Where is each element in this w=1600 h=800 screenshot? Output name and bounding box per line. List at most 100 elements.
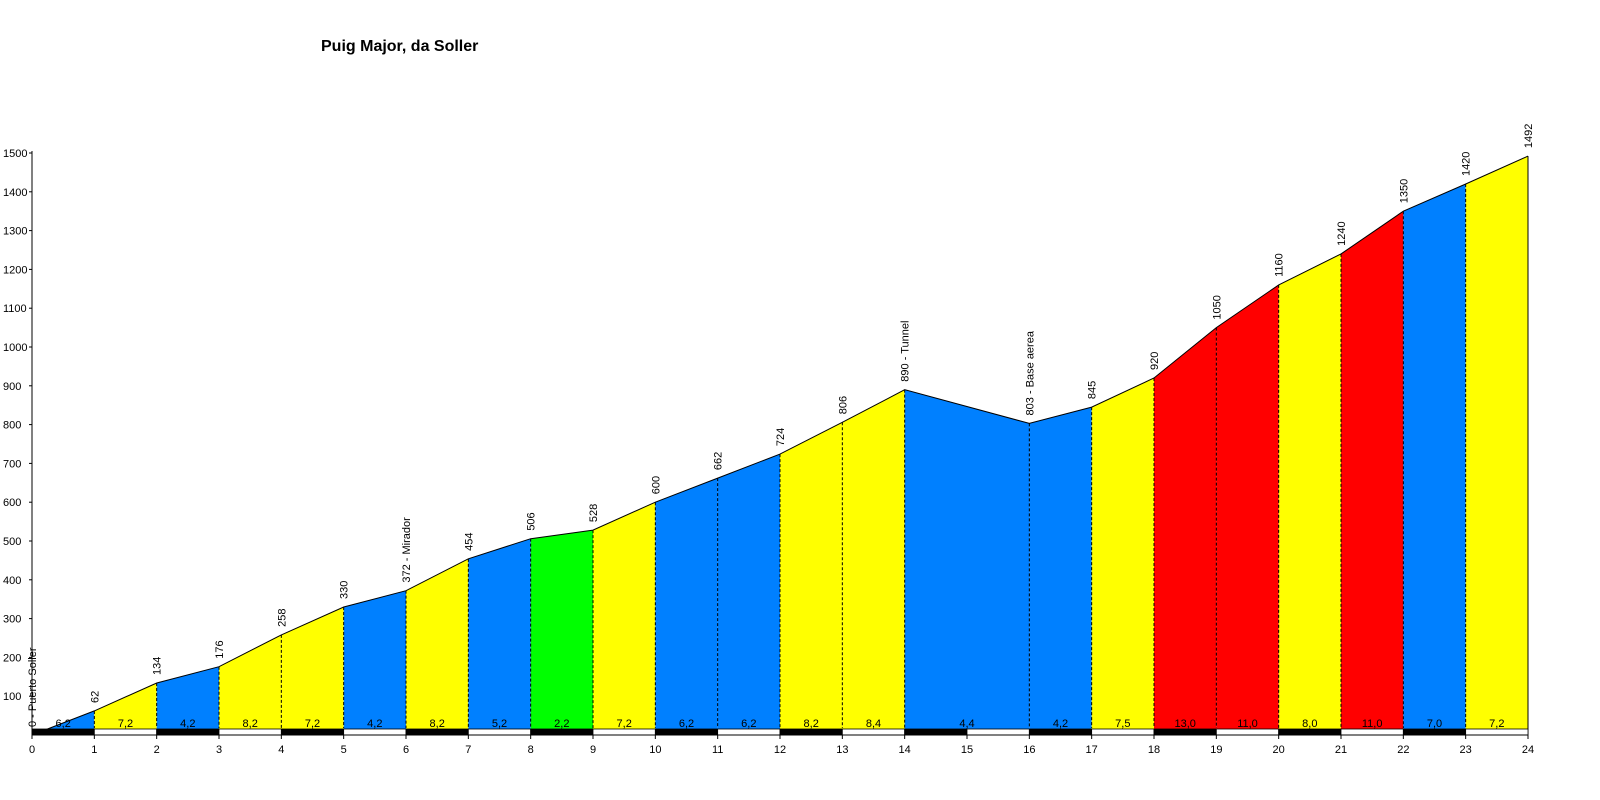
segment-fill-17 [1154,327,1217,735]
gradient-label-19: 8,0 [1302,718,1317,730]
x-tick-label-14: 14 [899,744,911,756]
segment-fill-9 [593,502,656,735]
point-label-4: 258 [276,609,288,627]
y-tick-label-8: 900 [3,381,21,393]
elevation-line [31,155,1529,736]
segment-fill-16 [1091,378,1154,735]
x-tick-label-7: 7 [465,744,471,756]
km-cell-14 [904,728,968,736]
segment-fill-15 [1029,407,1092,735]
gradient-label-14: 4,4 [959,718,974,730]
x-tick-label-12: 12 [774,744,786,756]
gradient-label-4: 7,2 [305,718,320,730]
point-label-1: 62 [89,691,101,703]
y-tick-label-0: 100 [3,691,21,703]
y-tick-label-6: 700 [3,458,21,470]
gradient-label-22: 7,2 [1489,718,1504,730]
x-tick-label-5: 5 [341,744,347,756]
gradient-label-10: 6,2 [679,718,694,730]
y-tick-label-12: 1300 [3,226,27,238]
gradient-label-7: 5,2 [492,718,507,730]
segment-fill-13 [842,389,905,735]
y-tick-label-10: 1100 [3,303,27,315]
gradient-label-12: 8,2 [804,718,819,730]
x-tick-label-22: 22 [1397,744,1409,756]
gradient-label-2: 4,2 [180,718,195,730]
segment-fill-6 [406,558,469,735]
gradient-label-0: 6,2 [56,718,71,730]
segment-fill-12 [780,422,843,735]
point-label-8: 506 [526,512,538,530]
gradient-label-17: 13,0 [1174,718,1195,730]
point-label-0: 0 - Puerto Soller [27,647,39,727]
point-label-11: 662 [713,452,725,470]
axes: 1002003004005006007008009001000110012001… [3,148,1534,756]
x-tick-label-1: 1 [91,744,97,756]
segment-fill-7 [468,538,531,735]
point-label-14: 890 - Tunnel [900,321,912,382]
x-tick-label-2: 2 [154,744,160,756]
gradient-label-18: 11,0 [1237,718,1258,730]
x-tick-label-17: 17 [1086,744,1098,756]
gradient-label-5: 4,2 [367,718,382,730]
point-label-22: 1420 [1461,152,1473,176]
y-tick-label-13: 1400 [3,187,27,199]
y-tick-label-3: 400 [3,575,21,587]
segment-fill-2 [156,666,219,735]
x-tick-label-15: 15 [961,744,973,756]
segment-fill-14 [904,389,1030,735]
y-tick-label-5: 600 [3,497,21,509]
x-tick-label-4: 4 [278,744,284,756]
point-label-3: 176 [214,640,226,658]
segment-fill-4 [281,607,344,735]
gradient-label-6: 8,2 [430,718,445,730]
segment-fill-8 [530,530,593,735]
gradient-label-16: 7,5 [1115,718,1130,730]
segment-fill-10 [655,478,718,735]
gradient-label-13: 8,4 [866,718,881,730]
segment-fill-22 [1465,156,1528,736]
point-label-18: 1050 [1211,295,1223,319]
gradient-label-3: 8,2 [243,718,258,730]
point-label-10: 600 [650,476,662,494]
segment-fill-5 [343,590,406,735]
x-tick-label-18: 18 [1148,744,1160,756]
gradient-label-20: 11,0 [1362,718,1383,730]
chart-title: Puig Major, da Soller [321,38,479,55]
point-label-21: 1350 [1398,179,1410,203]
gradient-label-15: 4,2 [1053,718,1068,730]
x-tick-label-11: 11 [712,744,723,756]
x-tick-label-21: 21 [1335,744,1347,756]
segment-fill-1 [94,683,157,735]
point-label-5: 330 [339,581,351,599]
x-tick-label-3: 3 [216,744,222,756]
y-tick-label-7: 800 [3,420,21,432]
point-label-9: 528 [588,504,600,522]
segment-fills [32,156,1528,736]
point-label-19: 1160 [1274,253,1286,277]
point-label-16: 845 [1087,381,1099,399]
point-label-6: 372 - Mirador [401,517,413,583]
gradient-label-21: 7,0 [1427,718,1442,730]
gradient-label-1: 7,2 [118,718,133,730]
x-tick-label-20: 20 [1273,744,1285,756]
point-label-7: 454 [463,532,475,550]
gradient-label-11: 6,2 [741,718,756,730]
point-label-15: 803 - Base aerea [1024,330,1036,415]
y-tick-label-11: 1200 [3,264,27,276]
x-tick-label-0: 0 [29,744,35,756]
x-tick-label-10: 10 [649,744,661,756]
x-tick-label-23: 23 [1460,744,1472,756]
segment-dividers [93,156,1529,735]
x-tick-label-24: 24 [1522,744,1534,756]
segment-fill-11 [717,454,780,735]
point-label-2: 134 [152,657,164,675]
point-label-17: 920 [1149,352,1161,370]
x-tick-label-16: 16 [1023,744,1035,756]
point-labels: 0 - Puerto Soller 62 134 176 258 330 372 - Mir… [27,124,1535,727]
profile-line [31,155,1529,736]
gradient-label-8: 2,2 [554,718,569,730]
point-label-20: 1240 [1336,221,1348,245]
point-label-13: 806 [837,396,849,414]
